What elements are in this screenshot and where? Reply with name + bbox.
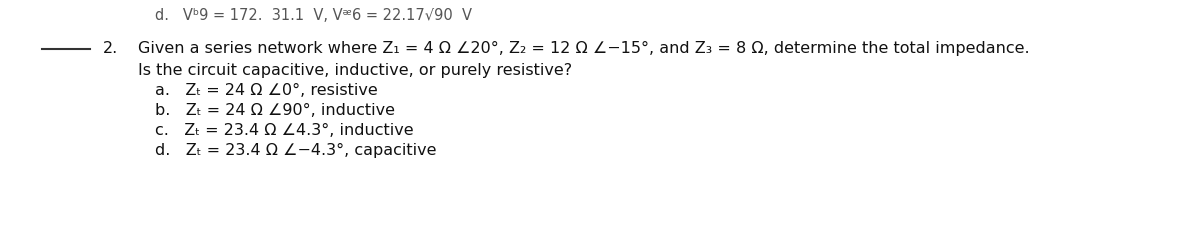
- Text: d.   Vᵇ9 = 172.  31.1  V, Vᵆ6 = 22.17√90  V: d. Vᵇ9 = 172. 31.1 V, Vᵆ6 = 22.17√90 V: [155, 8, 472, 23]
- Text: d.   Zₜ = 23.4 Ω ∠−4.3°, capacitive: d. Zₜ = 23.4 Ω ∠−4.3°, capacitive: [155, 143, 437, 158]
- Text: Given a series network where Z₁ = 4 Ω ∠20°, Z₂ = 12 Ω ∠−15°, and Z₃ = 8 Ω, deter: Given a series network where Z₁ = 4 Ω ∠2…: [138, 41, 1030, 56]
- Text: a.   Zₜ = 24 Ω ∠0°, resistive: a. Zₜ = 24 Ω ∠0°, resistive: [155, 83, 378, 98]
- Text: b.   Zₜ = 24 Ω ∠90°, inductive: b. Zₜ = 24 Ω ∠90°, inductive: [155, 103, 395, 118]
- Text: 2.: 2.: [103, 41, 119, 56]
- Text: c.   Zₜ = 23.4 Ω ∠4.3°, inductive: c. Zₜ = 23.4 Ω ∠4.3°, inductive: [155, 123, 414, 138]
- Text: Is the circuit capacitive, inductive, or purely resistive?: Is the circuit capacitive, inductive, or…: [138, 63, 572, 78]
